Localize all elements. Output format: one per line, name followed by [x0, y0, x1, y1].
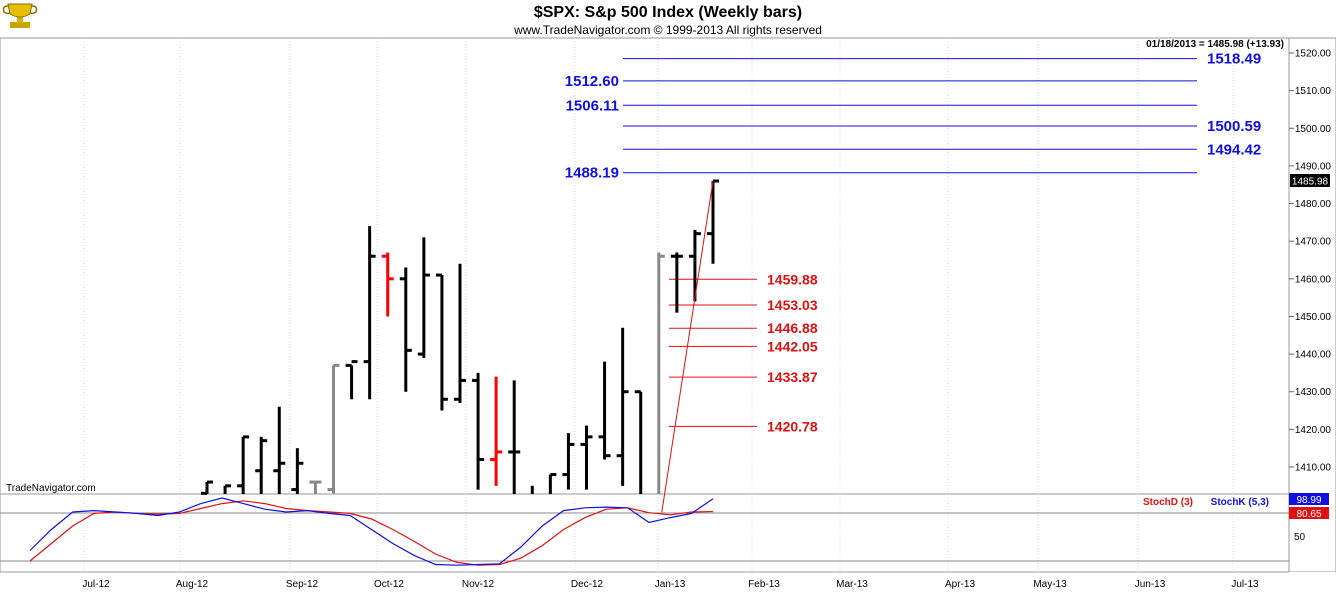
stoch-d-value: 80.65	[1296, 509, 1321, 520]
y-tick-label: 1460.00	[1295, 274, 1332, 285]
x-tick-label: Feb-13	[748, 579, 780, 590]
y-tick-label: 1440.00	[1295, 350, 1332, 361]
stoch-k-value-box	[1289, 493, 1329, 505]
x-tick-label: Mar-13	[836, 579, 868, 590]
y-axis: 1520.00 1510.00 1500.00 1490.00 1480.00 1470.…	[1289, 49, 1331, 474]
trophy-icon	[2, 3, 38, 28]
trendline	[661, 180, 714, 513]
y-tick-label: 1450.00	[1295, 312, 1332, 323]
fib-levels: 1518.49 1512.60 1506.11 1500.59 1494.42 1488.…	[565, 51, 1261, 435]
support-label: 1446.88	[767, 320, 818, 336]
support-label: 1433.87	[767, 369, 818, 385]
y-tick-label: 1430.00	[1295, 387, 1332, 398]
logo	[2, 3, 38, 28]
y-tick-label: 1420.00	[1295, 425, 1332, 436]
stoch-k-line	[29, 497, 714, 566]
grid	[0, 38, 1289, 572]
resistance-label: 1500.59	[1207, 118, 1261, 135]
price-bars	[201, 179, 719, 495]
x-tick-label: Jun-13	[1135, 579, 1166, 590]
last-price-label: 1485.98	[1292, 177, 1329, 188]
resistance-label: 1506.11	[566, 97, 619, 114]
resistance-label: 1488.19	[565, 165, 619, 182]
trend-line	[661, 180, 714, 513]
x-tick-label: Apr-13	[945, 579, 975, 590]
x-axis-panel	[0, 572, 1336, 594]
support-label: 1459.88	[767, 271, 818, 287]
last-price-box	[1290, 174, 1330, 187]
y-tick-label: 1470.00	[1295, 237, 1332, 248]
x-axis: Jul-12 Aug-12 Sep-12 Oct-12 Nov-12 Dec-12 Jan-…	[82, 579, 1259, 590]
support-label: 1420.78	[767, 418, 818, 434]
chart-title: $SPX: S&p 500 Index (Weekly bars)	[534, 4, 802, 21]
stoch-d-value-box	[1289, 507, 1329, 519]
watermark: TradeNavigator.com	[6, 483, 96, 494]
last-bar-info: 01/18/2013 = 1485.98 (+13.93)	[1146, 39, 1284, 50]
stoch-y-tick: 50	[1294, 532, 1306, 543]
y-axis-panel	[1288, 37, 1336, 573]
y-tick-label: 1510.00	[1295, 86, 1332, 97]
y-tick-label: 1500.00	[1295, 124, 1332, 135]
resistance-label: 1512.60	[565, 73, 619, 90]
y-tick-label: 1490.00	[1295, 161, 1332, 172]
x-tick-label: May-13	[1033, 579, 1067, 590]
stoch-d-legend: StochD (3)	[1143, 497, 1193, 508]
x-tick-label: Aug-12	[176, 579, 209, 590]
y-tick-label: 1520.00	[1295, 49, 1332, 60]
y-tick-label: 1410.00	[1295, 463, 1332, 474]
stoch-panel	[0, 493, 1290, 573]
x-tick-label: Oct-12	[374, 579, 404, 590]
stochastic-lines	[29, 497, 714, 566]
x-tick-label: Sep-12	[286, 579, 319, 590]
copyright-text: www.TradeNavigator.com © 1999-2013 All r…	[513, 23, 822, 37]
support-label: 1453.03	[767, 297, 818, 313]
x-tick-label: Jan-13	[655, 579, 686, 590]
resistance-label: 1518.49	[1207, 51, 1261, 68]
x-tick-label: Jul-13	[1231, 579, 1259, 590]
support-label: 1442.05	[767, 338, 818, 354]
stoch-k-value: 98.99	[1296, 495, 1321, 506]
price-panel	[0, 37, 1290, 495]
x-tick-label: Dec-12	[571, 579, 604, 590]
y-tick-label: 1480.00	[1295, 199, 1332, 210]
x-tick-label: Nov-12	[462, 579, 495, 590]
stoch-k-legend: StochK (5,3)	[1211, 497, 1269, 508]
x-tick-label: Jul-12	[82, 579, 110, 590]
resistance-label: 1494.42	[1207, 141, 1261, 158]
